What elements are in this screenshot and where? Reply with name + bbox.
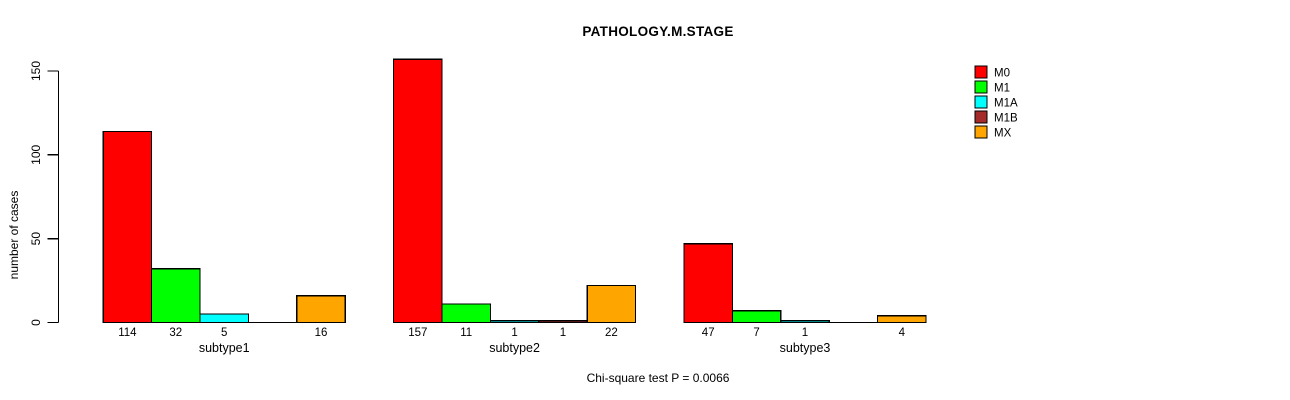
y-tick-label: 0 — [29, 319, 43, 326]
y-axis-title: number of cases — [7, 190, 21, 280]
bar-mx-subtype1 — [296, 295, 346, 324]
y-tick-label: 50 — [29, 232, 43, 246]
legend-label-m0: M0 — [994, 68, 1010, 80]
bar-m1a-subtype3 — [780, 320, 830, 324]
bar-mx-subtype2 — [586, 285, 637, 324]
bar-m0-subtype1 — [102, 130, 153, 324]
bar-count-label: 47 — [702, 327, 715, 339]
bar-m1-subtype1 — [151, 268, 201, 324]
legend-swatch-m0 — [974, 65, 988, 79]
bar-count-label: 114 — [118, 327, 137, 339]
legend-swatch-m1a — [974, 95, 988, 109]
bar-count-label: 1 — [802, 327, 808, 339]
y-tick-label: 150 — [29, 61, 43, 81]
bar-m1b-subtype2 — [538, 320, 588, 324]
bar-count-label: 1 — [511, 327, 517, 339]
bar-count-label: 32 — [169, 327, 182, 339]
legend-swatch-mx — [974, 125, 988, 139]
bar-count-label: 4 — [899, 327, 906, 339]
bar-count-label: 1 — [560, 327, 566, 339]
bar-m1a-subtype2 — [489, 320, 540, 324]
bar-count-label: 157 — [408, 327, 427, 339]
bar-count-label: 5 — [221, 327, 227, 339]
legend-label-m1a: M1A — [994, 98, 1018, 110]
bar-count-label: 16 — [315, 327, 328, 339]
chart-title: PATHOLOGY.M.STAGE — [582, 24, 734, 39]
legend-swatch-m1b — [974, 110, 988, 124]
bar-count-label: 7 — [753, 327, 759, 339]
bar-m1a-subtype1 — [199, 313, 250, 324]
bar-count-label: 11 — [460, 327, 472, 339]
x-category-label: subtype3 — [780, 341, 831, 355]
chi-square-annotation: Chi-square test P = 0.0066 — [586, 371, 730, 385]
x-category-label: subtype2 — [489, 341, 540, 355]
bar-m1-subtype2 — [441, 303, 492, 324]
bar-m0-subtype3 — [683, 243, 734, 324]
bar-m0-subtype2 — [393, 58, 443, 324]
bar-mx-subtype3 — [876, 315, 927, 324]
legend-label-m1b: M1B — [994, 113, 1018, 125]
legend-label-mx: MX — [994, 128, 1012, 140]
bar-count-label: 22 — [605, 327, 618, 339]
y-tick-label: 100 — [29, 145, 43, 165]
x-category-label: subtype1 — [199, 341, 250, 355]
legend-swatch-m1 — [974, 80, 988, 94]
bar-m1-subtype3 — [731, 310, 782, 324]
legend-label-m1: M1 — [994, 83, 1010, 95]
